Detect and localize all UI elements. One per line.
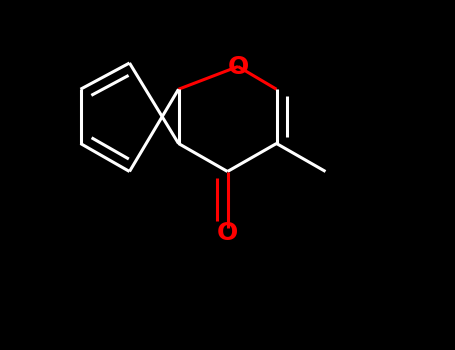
Text: O: O xyxy=(228,55,248,78)
Text: O: O xyxy=(217,221,238,245)
